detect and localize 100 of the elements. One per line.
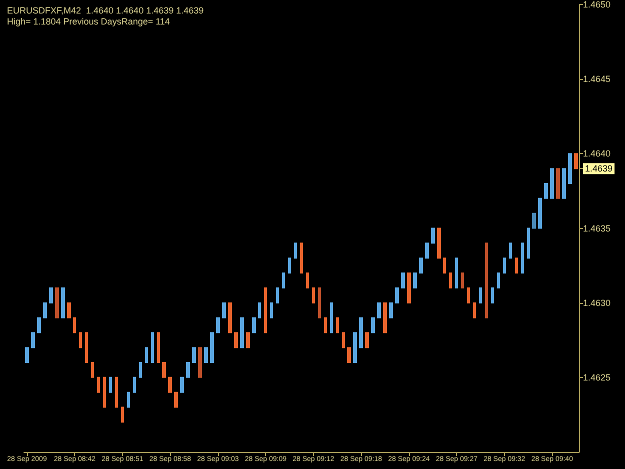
candlestick	[145, 347, 148, 363]
candlestick	[61, 287, 65, 318]
candlestick	[401, 272, 405, 288]
candlestick	[192, 347, 196, 363]
candlestick	[521, 242, 524, 274]
candlestick	[389, 302, 393, 318]
y-tick-label: 1.4625	[583, 372, 611, 382]
candlestick	[353, 332, 357, 363]
candlestick	[449, 272, 452, 288]
candlestick	[491, 287, 494, 304]
candlestick	[371, 317, 375, 334]
candlestick	[532, 212, 536, 229]
candlestick	[162, 362, 166, 378]
y-tick-label: 1.4645	[583, 74, 611, 84]
candlestick	[377, 302, 381, 318]
candlestick	[121, 406, 124, 423]
candlestick	[240, 317, 244, 348]
candlestick	[115, 376, 118, 408]
candlestick	[550, 168, 554, 199]
candlestick	[312, 287, 315, 304]
candlestick	[497, 272, 500, 288]
candlestick	[79, 332, 82, 348]
candlestick	[330, 302, 333, 334]
candlestick	[151, 332, 154, 363]
candlestick	[294, 242, 297, 259]
candlestick	[544, 183, 548, 199]
candlestick	[139, 362, 142, 378]
candlestick	[347, 347, 351, 363]
candlestick	[204, 347, 208, 363]
candlestick	[157, 332, 160, 363]
candlestick	[568, 153, 572, 184]
candlestick	[431, 228, 435, 244]
candlestick	[168, 376, 172, 393]
candlestick	[109, 376, 112, 393]
candlestick	[562, 168, 566, 199]
candlestick	[133, 376, 136, 393]
candlestick	[503, 258, 506, 274]
candlestick	[467, 287, 470, 304]
y-tick-label: 1.4630	[583, 298, 611, 308]
candlestick	[174, 392, 178, 408]
candlestick	[234, 332, 238, 348]
y-tick-label: 1.4635	[583, 223, 611, 234]
candlestick	[127, 392, 130, 408]
candlestick	[461, 272, 464, 288]
candlestick	[25, 347, 29, 363]
candlestick	[31, 332, 35, 348]
candlestick	[413, 272, 417, 288]
candlestick	[210, 332, 214, 363]
candlestick	[73, 317, 76, 334]
candlestick	[282, 272, 285, 288]
candlestick	[473, 302, 476, 318]
candlestick	[186, 362, 190, 378]
candlestick	[359, 317, 363, 348]
candlestick	[49, 287, 53, 304]
candlestick	[270, 302, 273, 318]
candlestick	[300, 242, 303, 274]
candlestick	[479, 287, 482, 304]
candlestick	[258, 302, 261, 318]
candlestick	[318, 287, 321, 318]
candlestick	[485, 242, 488, 318]
candlestick	[276, 287, 279, 304]
candlestick	[395, 287, 399, 304]
candlestick	[515, 258, 518, 274]
candlestick	[97, 376, 100, 393]
candlestick	[103, 376, 106, 408]
y-tick-label: 1.4639	[585, 164, 613, 174]
candlestick	[306, 272, 309, 288]
candlestick	[455, 258, 458, 288]
text: High= 1.1804 Previous DaysRange= 114	[7, 16, 170, 26]
candlestick	[246, 332, 250, 348]
y-tick-label: 1.4640	[583, 148, 611, 159]
candlestick	[288, 258, 291, 274]
candlestick	[419, 258, 423, 274]
candlestick	[228, 302, 232, 334]
candlestick	[91, 362, 94, 378]
candlestick	[443, 258, 446, 274]
candlestick	[55, 287, 59, 318]
candlestick	[383, 302, 387, 334]
candlestick	[574, 153, 578, 170]
candlestick	[37, 317, 41, 334]
candlestick	[509, 242, 512, 259]
candlestick	[342, 332, 345, 348]
candlestick	[43, 302, 47, 318]
candlestick	[365, 332, 369, 348]
candlestick	[425, 242, 429, 259]
candlestick	[222, 302, 226, 318]
candlestick	[180, 376, 184, 393]
candlestick	[67, 302, 71, 318]
candlestick	[198, 347, 202, 378]
candlestick	[556, 168, 560, 199]
y-tick-label: 1.4650	[583, 0, 611, 10]
candlestick	[527, 228, 530, 259]
candlestick	[216, 317, 220, 334]
candlestick	[407, 272, 411, 304]
candlestick	[437, 228, 441, 259]
candlestick	[264, 287, 267, 334]
candlestick	[85, 332, 88, 363]
candlestick	[538, 198, 542, 229]
candlestick	[336, 317, 339, 334]
chart-title: EURUSDFXF,M42 1.4640 1.4640 1.4639 1.4639	[7, 6, 204, 16]
